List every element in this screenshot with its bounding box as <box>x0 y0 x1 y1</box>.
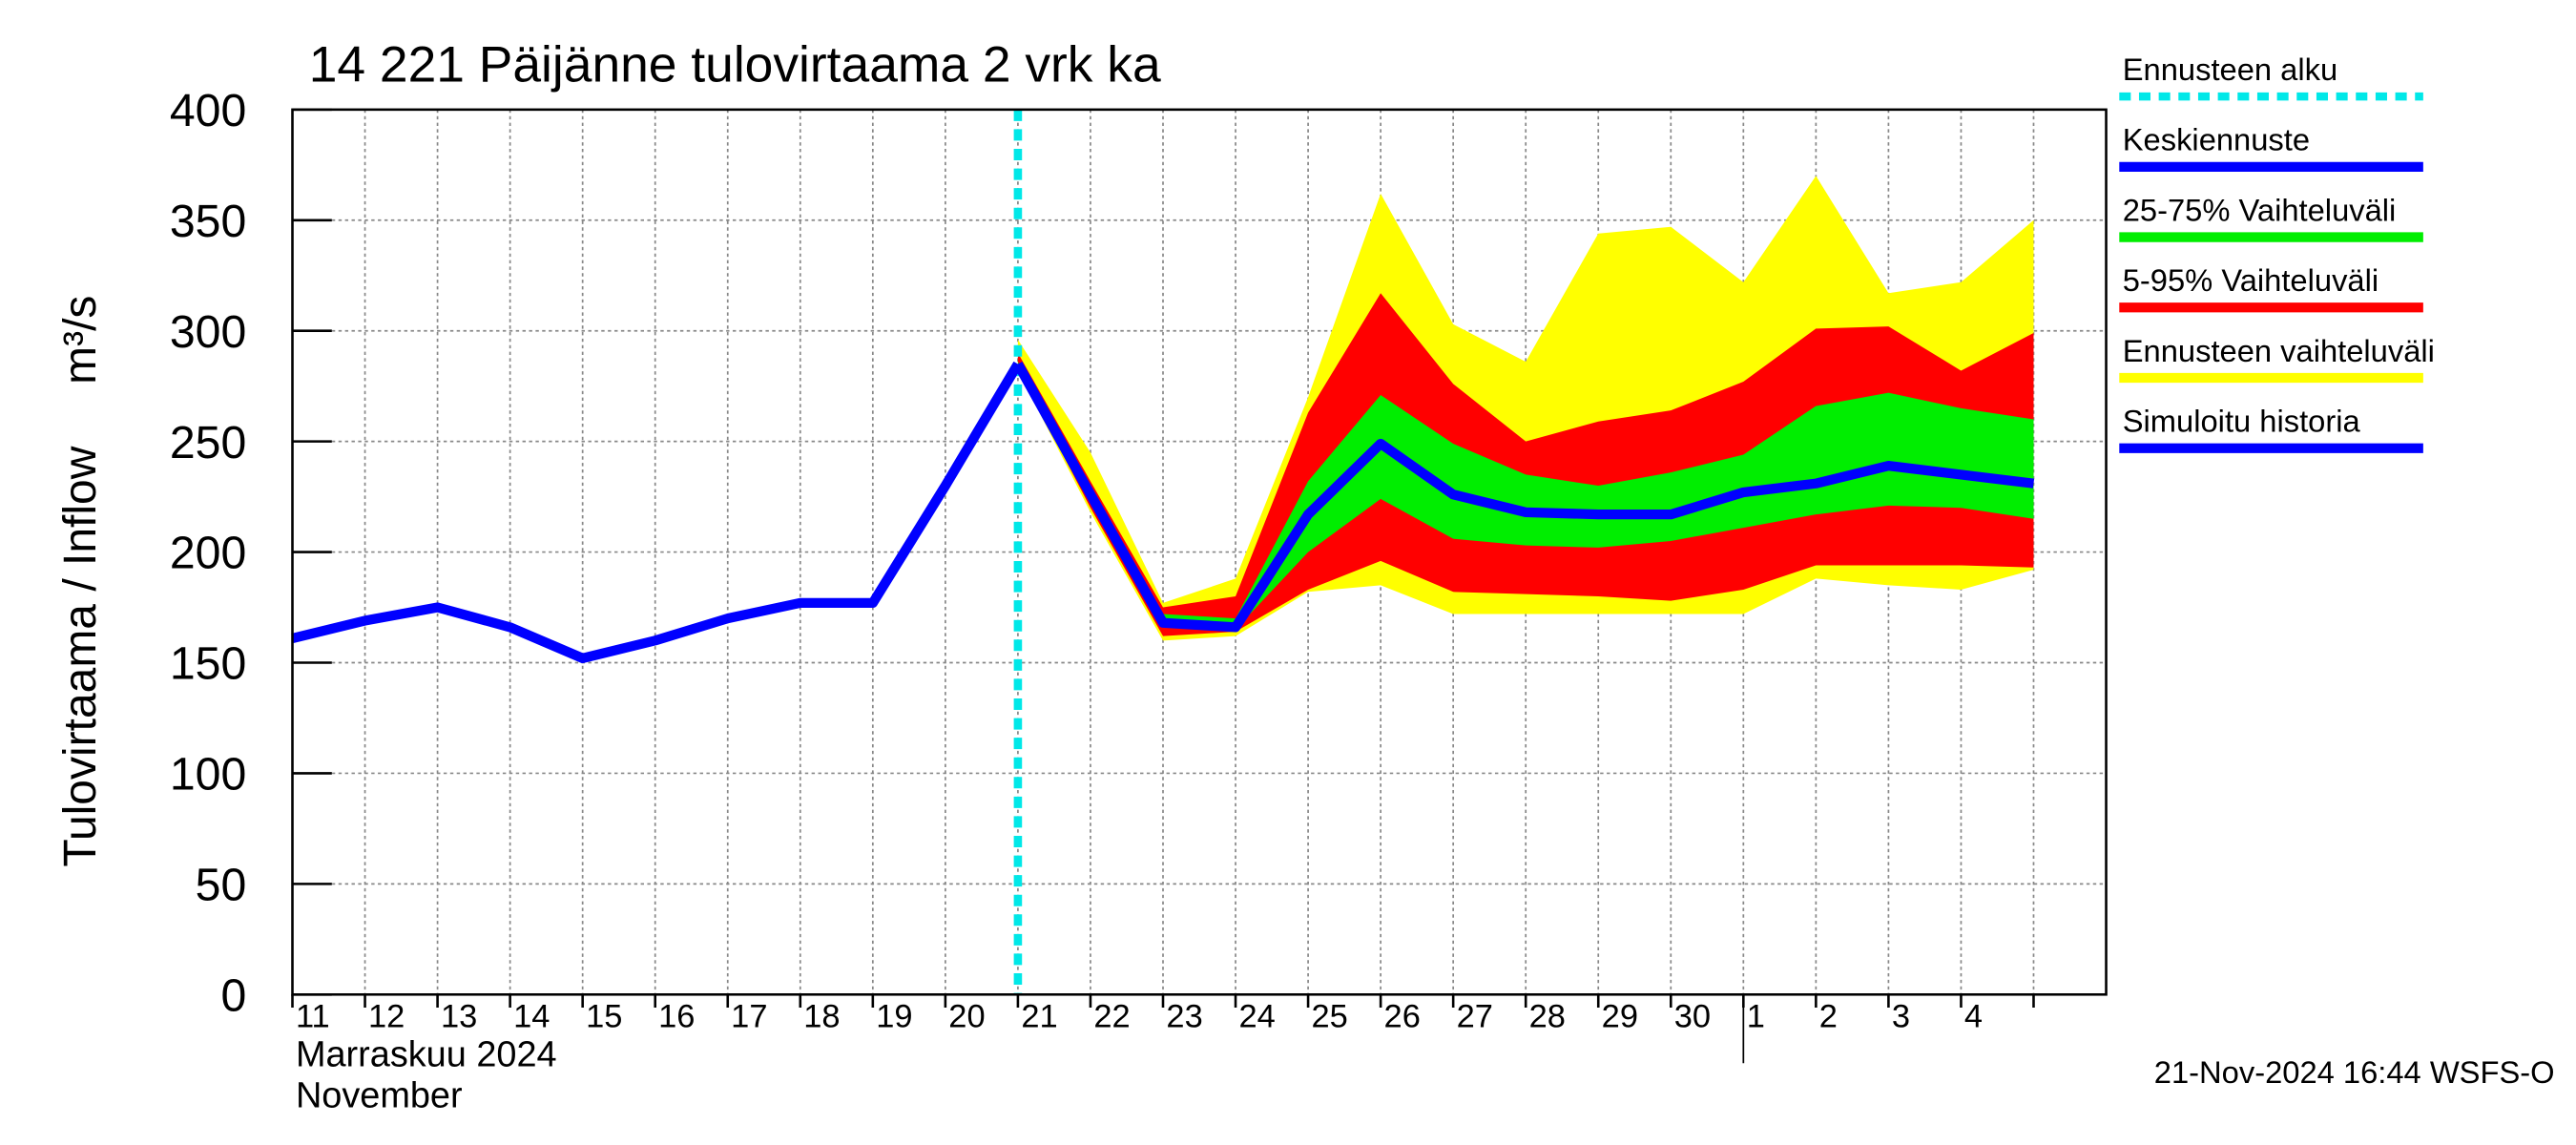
x-tick-label: 17 <box>731 999 767 1035</box>
legend-label: 5-95% Vaihteluväli <box>2123 262 2379 298</box>
x-tick-label: 20 <box>948 999 985 1035</box>
x-tick-label: 30 <box>1674 999 1711 1035</box>
x-tick-label: 2 <box>1819 999 1838 1035</box>
month-label-en: November <box>296 1076 463 1116</box>
x-tick-label: 22 <box>1093 999 1130 1035</box>
x-tick-label: 24 <box>1238 999 1275 1035</box>
y-tick-label: 350 <box>170 196 246 247</box>
line <box>291 361 1023 664</box>
x-tick-label: 13 <box>441 999 477 1035</box>
x-tick-label: 29 <box>1602 999 1638 1035</box>
legend-label: Ennusteen alku <box>2123 52 2337 87</box>
footer: 21-Nov-2024 16:44 WSFS-O <box>2154 1054 2555 1090</box>
x-tick-label: 14 <box>513 999 550 1035</box>
x-tick-label: 27 <box>1457 999 1493 1035</box>
y-tick-label: 300 <box>170 306 246 358</box>
y-axis-unit: m³/s <box>54 296 106 385</box>
legend-label: Keskiennuste <box>2123 122 2310 157</box>
y-tick-label: 200 <box>170 528 246 579</box>
legend-label: 25-75% Vaihteluväli <box>2123 192 2397 227</box>
x-tick-label: 12 <box>368 999 405 1035</box>
y-tick-label: 400 <box>170 85 246 136</box>
y-tick-label: 0 <box>220 970 246 1022</box>
x-tick-label: 3 <box>1892 999 1910 1035</box>
legend-label: Ennusteen vaihteluväli <box>2123 333 2435 368</box>
plot-area <box>291 109 2107 996</box>
x-tick-label: 28 <box>1529 999 1566 1035</box>
x-tick-label: 19 <box>876 999 912 1035</box>
x-tick-label: 15 <box>586 999 622 1035</box>
legend-label: Simuloitu historia <box>2123 404 2361 439</box>
x-tick-label: 25 <box>1312 999 1348 1035</box>
month-label: Marraskuu 2024 <box>296 1035 557 1075</box>
y-tick-label: 250 <box>170 417 246 468</box>
x-tick-label: 1 <box>1747 999 1765 1035</box>
y-tick-label: 150 <box>170 638 246 690</box>
x-tick-label: 23 <box>1166 999 1202 1035</box>
y-axis-label: Tulovirtaama / Inflow <box>54 446 106 866</box>
line <box>1013 362 2035 633</box>
x-tick-label: 21 <box>1021 999 1057 1035</box>
x-tick-label: 11 <box>296 999 330 1035</box>
chart-title: 14 221 Päijänne tulovirtaama 2 vrk ka <box>309 37 1161 94</box>
y-tick-label: 50 <box>196 860 247 911</box>
x-tick-label: 26 <box>1384 999 1421 1035</box>
x-tick-label: 18 <box>803 999 840 1035</box>
plot-frame <box>291 108 2108 996</box>
y-tick-label: 100 <box>170 749 246 801</box>
x-tick-label: 4 <box>1964 999 1983 1035</box>
x-tick-label: 16 <box>658 999 695 1035</box>
